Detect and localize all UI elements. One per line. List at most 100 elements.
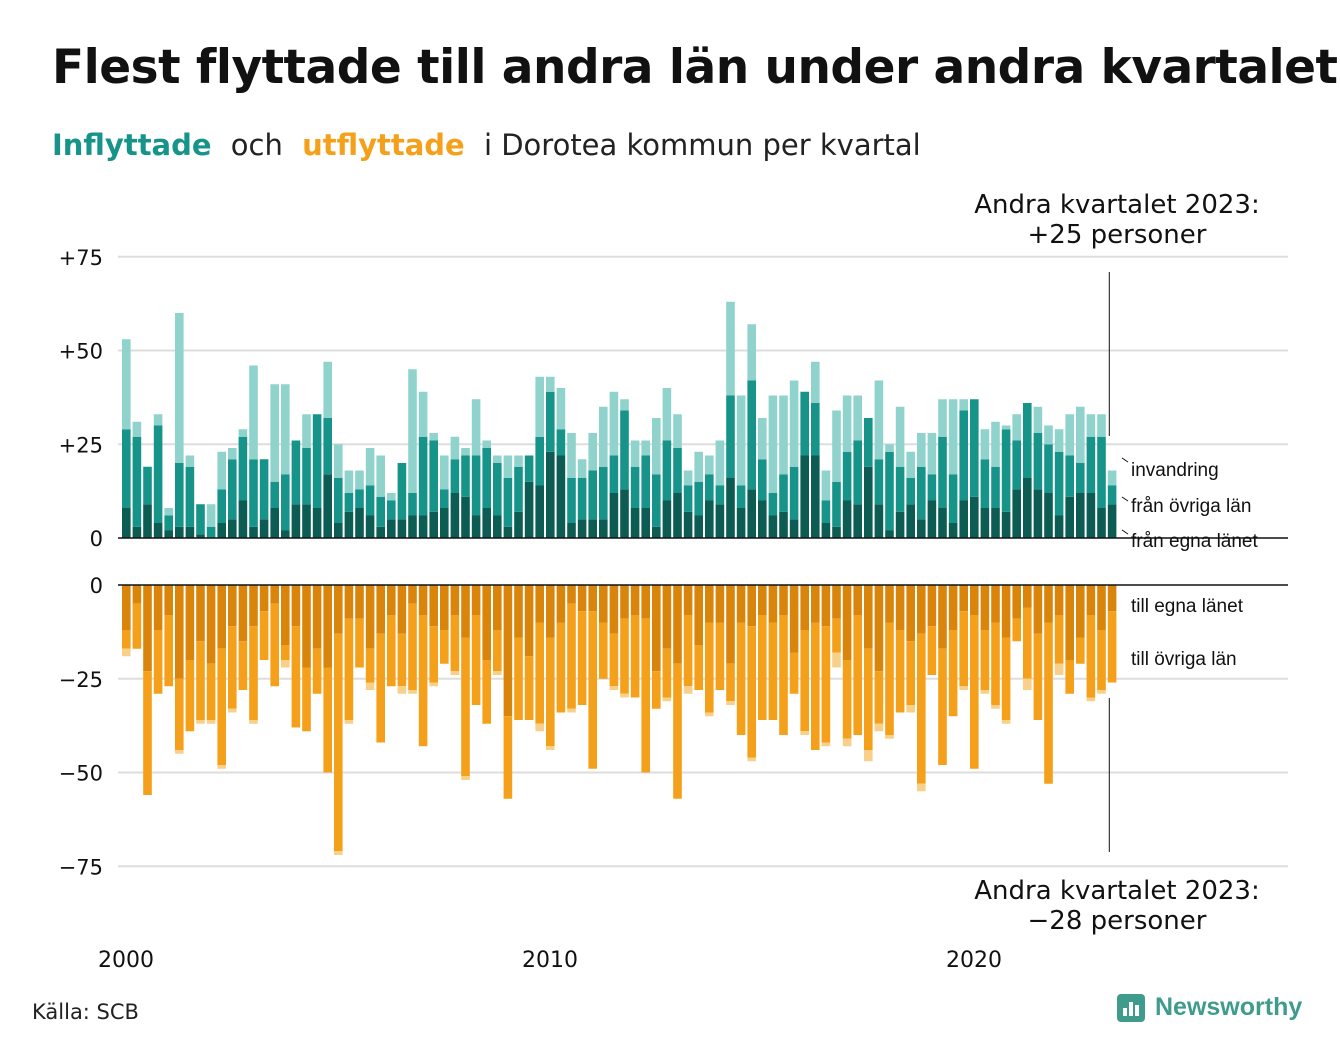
bar-fran-egna-lanet xyxy=(779,511,788,538)
bar-utvandring xyxy=(1054,663,1064,675)
bar-till-ovriga-lan xyxy=(185,660,195,732)
bar-till-egna-lanet xyxy=(270,585,279,604)
bar-till-egna-lanet xyxy=(164,585,173,615)
bar-fran-ovriga-lan xyxy=(143,466,152,505)
bar-invandring xyxy=(1054,429,1064,452)
bar-till-egna-lanet xyxy=(185,585,195,660)
bar-till-ovriga-lan xyxy=(546,637,555,747)
bar-invandring xyxy=(175,313,184,463)
bar-till-egna-lanet xyxy=(620,585,629,619)
y-tick-label-top: +75 xyxy=(59,246,103,270)
bar-till-egna-lanet xyxy=(418,585,428,615)
bar-till-ovriga-lan xyxy=(938,648,947,765)
bar-till-ovriga-lan xyxy=(397,633,407,687)
bar-utvandring xyxy=(991,705,1000,709)
bar-till-ovriga-lan xyxy=(641,618,650,773)
bar-invandring xyxy=(577,459,587,478)
bar-utvandring xyxy=(567,708,576,713)
bar-till-egna-lanet xyxy=(758,585,767,615)
bar-till-egna-lanet xyxy=(779,585,788,615)
bar-fran-ovriga-lan xyxy=(228,459,237,520)
bar-fran-ovriga-lan xyxy=(673,448,682,493)
bar-till-egna-lanet xyxy=(747,585,756,627)
bar-till-ovriga-lan xyxy=(524,656,534,720)
bar-fran-egna-lanet xyxy=(334,523,343,538)
bar-till-ovriga-lan xyxy=(895,630,905,713)
bar-fran-ovriga-lan xyxy=(259,459,269,520)
bar-fran-egna-lanet xyxy=(1054,515,1064,538)
bar-fran-ovriga-lan xyxy=(927,474,937,501)
bar-fran-ovriga-lan xyxy=(365,485,375,516)
bar-till-egna-lanet xyxy=(334,585,343,634)
bar-till-egna-lanet xyxy=(970,585,979,615)
bar-till-egna-lanet xyxy=(132,585,142,604)
bar-till-egna-lanet xyxy=(1023,585,1032,608)
bar-till-egna-lanet xyxy=(556,585,566,623)
bar-till-egna-lanet xyxy=(1044,585,1053,623)
bar-fran-egna-lanet xyxy=(185,526,195,538)
bar-fran-ovriga-lan xyxy=(683,485,693,512)
bar-fran-egna-lanet xyxy=(599,519,608,538)
bar-fran-egna-lanet xyxy=(768,515,778,538)
bar-fran-ovriga-lan xyxy=(493,463,502,516)
bar-till-egna-lanet xyxy=(175,585,184,679)
bar-fran-ovriga-lan xyxy=(461,455,470,497)
bar-till-egna-lanet xyxy=(1065,585,1074,660)
bar-fran-egna-lanet xyxy=(853,504,862,538)
bar-fran-ovriga-lan xyxy=(164,515,173,531)
bar-fran-egna-lanet xyxy=(249,526,258,538)
bar-till-egna-lanet xyxy=(344,585,354,619)
bar-invandring xyxy=(567,433,576,478)
bar-fran-egna-lanet xyxy=(811,455,820,538)
bar-utvandring xyxy=(821,742,831,747)
bar-utvandring xyxy=(228,708,237,713)
bar-fran-ovriga-lan xyxy=(556,429,566,456)
bar-fran-egna-lanet xyxy=(1012,489,1021,538)
bar-invandring xyxy=(705,455,714,475)
y-tick-label-bottom: −75 xyxy=(59,855,103,879)
bar-utvandring xyxy=(122,648,131,657)
bar-till-egna-lanet xyxy=(1097,585,1106,630)
bar-till-egna-lanet xyxy=(768,585,778,623)
source-label: Källa: SCB xyxy=(32,1000,139,1024)
bar-till-egna-lanet xyxy=(832,585,841,619)
legend-fran-egna-lanet: från egna länet xyxy=(1131,531,1258,552)
bar-fran-ovriga-lan xyxy=(789,466,799,520)
bar-invandring xyxy=(609,391,619,456)
bar-utvandring xyxy=(365,682,375,690)
bar-fran-egna-lanet xyxy=(917,519,926,538)
bar-fran-ovriga-lan xyxy=(524,455,534,482)
bar-invandring xyxy=(652,418,661,475)
bar-fran-ovriga-lan xyxy=(238,436,248,501)
bar-invandring xyxy=(736,395,746,486)
bar-till-egna-lanet xyxy=(482,585,491,660)
bar-utvandring xyxy=(546,746,555,750)
bar-till-ovriga-lan xyxy=(853,615,862,735)
bar-fran-ovriga-lan xyxy=(917,466,926,520)
bar-fran-egna-lanet xyxy=(683,511,693,538)
bar-till-ovriga-lan xyxy=(312,648,322,694)
bar-invandring xyxy=(641,440,650,456)
bar-till-ovriga-lan xyxy=(927,626,937,675)
bar-invandring xyxy=(874,380,884,460)
bar-fran-ovriga-lan xyxy=(726,395,735,478)
bar-invandring xyxy=(238,429,248,437)
bar-fran-egna-lanet xyxy=(715,504,725,538)
bar-fran-ovriga-lan xyxy=(577,478,587,520)
x-tick-label: 2000 xyxy=(98,948,154,973)
bar-invandring xyxy=(1065,414,1074,456)
bar-till-ovriga-lan xyxy=(1012,618,1021,642)
bar-fran-egna-lanet xyxy=(948,523,958,538)
bar-till-ovriga-lan xyxy=(1054,615,1064,664)
y-tick-label-bottom: 0 xyxy=(90,574,103,598)
bar-invandring xyxy=(365,448,375,486)
bar-fran-ovriga-lan xyxy=(418,436,428,516)
y-tick-label-bottom: −50 xyxy=(59,762,103,786)
bar-invandring xyxy=(938,399,947,437)
bar-fran-egna-lanet xyxy=(736,508,746,538)
bar-fran-egna-lanet xyxy=(789,519,799,538)
bar-invandring xyxy=(1107,470,1117,486)
bar-fran-ovriga-lan xyxy=(652,474,661,527)
bar-utvandring xyxy=(493,671,502,675)
bar-fran-ovriga-lan xyxy=(355,489,364,508)
